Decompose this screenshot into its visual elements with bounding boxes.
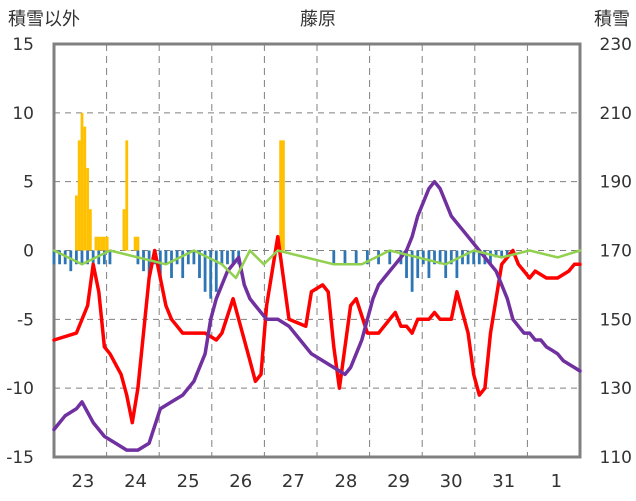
negative_bars-bar xyxy=(472,250,476,265)
negative_bars-bar xyxy=(455,250,459,279)
x-tick-label: 31 xyxy=(492,471,515,492)
precip_bars-bar xyxy=(125,140,129,251)
negative_bars-bar xyxy=(405,250,408,279)
negative_bars-bar xyxy=(164,250,168,265)
negative_bars-bar xyxy=(438,250,442,265)
x-tick-label: 28 xyxy=(334,471,357,492)
negative_bars-bar xyxy=(466,250,470,265)
y-left-tick-label: 10 xyxy=(12,104,34,124)
chart-title: 藤原 xyxy=(300,9,336,30)
precip_bars-bar xyxy=(105,236,109,251)
negative_bars-bar xyxy=(74,250,78,265)
negative_bars-bar xyxy=(220,250,224,265)
y-left-tick-label: -10 xyxy=(6,379,34,399)
x-tick-label: 1 xyxy=(551,471,562,492)
negative_bars-bar xyxy=(147,250,151,279)
precip_bars-bar xyxy=(136,236,140,251)
precip_bars-bar xyxy=(282,140,285,251)
precip_bars-bar xyxy=(94,236,98,251)
y-right-tick-label: 190 xyxy=(600,173,632,193)
precip_bars-bar xyxy=(88,209,92,251)
y-left-tick-label: -5 xyxy=(17,310,34,330)
y-right-label: 積雪 xyxy=(594,9,630,30)
x-tick-label: 26 xyxy=(229,471,252,492)
negative_bars-bar xyxy=(203,250,207,292)
negative_bars-bar xyxy=(332,250,336,265)
negative_bars-bar xyxy=(449,250,453,265)
precip_bars-bar xyxy=(97,236,101,251)
y-left-tick-label: -15 xyxy=(6,448,34,468)
precip_bars-bar xyxy=(86,167,89,251)
negative_bars-bar xyxy=(231,250,235,265)
y-right-tick-label: 230 xyxy=(600,35,632,55)
negative_bars-bar xyxy=(388,250,392,265)
precip_bars-bar xyxy=(122,209,126,251)
x-tick-label: 29 xyxy=(387,471,410,492)
negative_bars-bar xyxy=(209,250,213,299)
negative_bars-bar xyxy=(494,250,498,258)
negative_bars-bar xyxy=(186,250,190,265)
negative_bars-bar xyxy=(500,250,504,258)
negative_bars-bar xyxy=(505,250,509,258)
x-tick-label: 30 xyxy=(440,471,463,492)
x-tick-label: 24 xyxy=(124,471,147,492)
negative_bars-bar xyxy=(365,250,369,265)
green_line-line xyxy=(52,249,582,280)
negative_bars-bar xyxy=(108,250,112,265)
y-left-tick-label: 5 xyxy=(23,173,34,193)
precip_bars-bar xyxy=(74,195,78,251)
negative_bars-bar xyxy=(433,250,436,265)
y-right-tick-label: 150 xyxy=(600,310,632,330)
negative_bars-bar xyxy=(477,250,481,265)
precip_bars-bar xyxy=(133,236,137,251)
precip_bars-bar xyxy=(128,250,131,251)
negative_bars-bar xyxy=(192,250,196,265)
x-tick-label: 23 xyxy=(71,471,94,492)
negative_bars-bar xyxy=(86,250,89,265)
negative_bars-bar xyxy=(416,250,420,279)
y-left-tick-label: 15 xyxy=(12,35,34,55)
negative_bars-bar xyxy=(102,250,106,265)
negative_bars-bar xyxy=(198,250,201,279)
precip_bars-bar xyxy=(279,140,283,251)
negative_bars-bar xyxy=(170,250,173,279)
negative_bars-bar xyxy=(52,250,56,265)
x-tick-label: 25 xyxy=(177,471,200,492)
precip_bars-bar xyxy=(77,140,81,251)
y-right-tick-label: 110 xyxy=(600,448,632,468)
y-right-tick-label: 170 xyxy=(600,242,632,262)
bars-layer xyxy=(52,112,509,299)
negative_bars-bar xyxy=(80,250,84,265)
negative_bars-bar xyxy=(226,250,229,265)
precip_bars-bar xyxy=(102,236,106,251)
precip_bars-bar xyxy=(80,112,84,251)
y-left-tick-label: 0 xyxy=(23,242,34,262)
negative_bars-bar xyxy=(91,250,95,265)
negative_bars-bar xyxy=(421,250,425,265)
negative_bars-bar xyxy=(214,250,218,292)
y-right-tick-label: 210 xyxy=(600,104,632,124)
temperature-line xyxy=(52,234,582,425)
negative_bars-bar xyxy=(343,250,347,265)
negative_bars-bar xyxy=(354,250,358,265)
negative_bars-bar xyxy=(489,250,492,265)
negative_bars-bar xyxy=(58,250,61,265)
negative_bars-bar xyxy=(410,250,414,292)
x-tick-label: 27 xyxy=(282,471,305,492)
y-left-label: 積雪以外 xyxy=(8,9,80,30)
negative_bars-bar xyxy=(69,250,73,272)
negative_bars-bar xyxy=(181,250,185,279)
precip_bars-bar xyxy=(83,126,87,251)
negative_bars-bar xyxy=(427,250,431,279)
lines-layer xyxy=(52,179,582,452)
precip_bars-bar xyxy=(100,236,103,251)
negative_bars-bar xyxy=(158,250,162,279)
negative_bars-bar xyxy=(142,250,145,272)
y-right-tick-label: 130 xyxy=(600,379,632,399)
snow_depth-line xyxy=(52,179,582,452)
